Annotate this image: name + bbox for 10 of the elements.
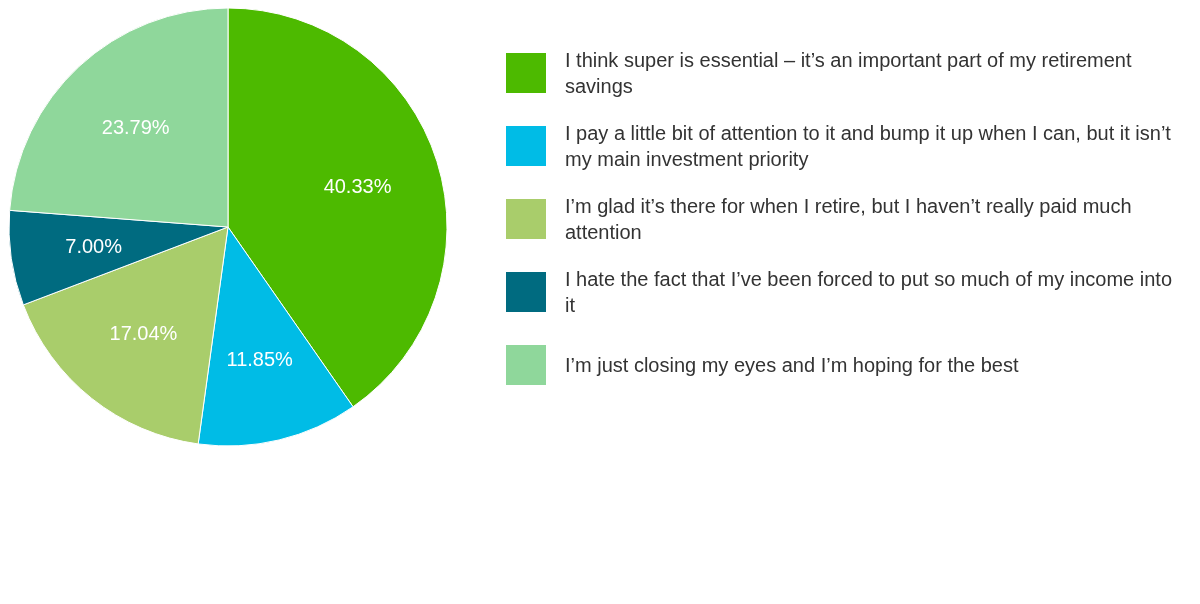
legend-label: I pay a little bit of attention to it and bump it up when I can, but it isn’t my main investment priority [565, 122, 1172, 170]
legend-label: I’m just closing my eyes and I’m hoping for the best [565, 354, 1019, 376]
legend-label: I think super is essential – it’s an important part of my retirement savings [565, 49, 1132, 97]
data-label: 17.04% [109, 322, 178, 345]
data-label: 7.00% [65, 235, 123, 258]
data-label: 11.85% [226, 348, 294, 371]
data-label: 23.79% [101, 116, 170, 139]
legend-label: I’m glad it’s there for when I retire, but I haven’t really paid much attention [565, 195, 1132, 243]
legend-label: I hate the fact that I’ve been forced to put so much of my income into it [565, 268, 1173, 316]
data-label: 40.33% [323, 175, 392, 198]
